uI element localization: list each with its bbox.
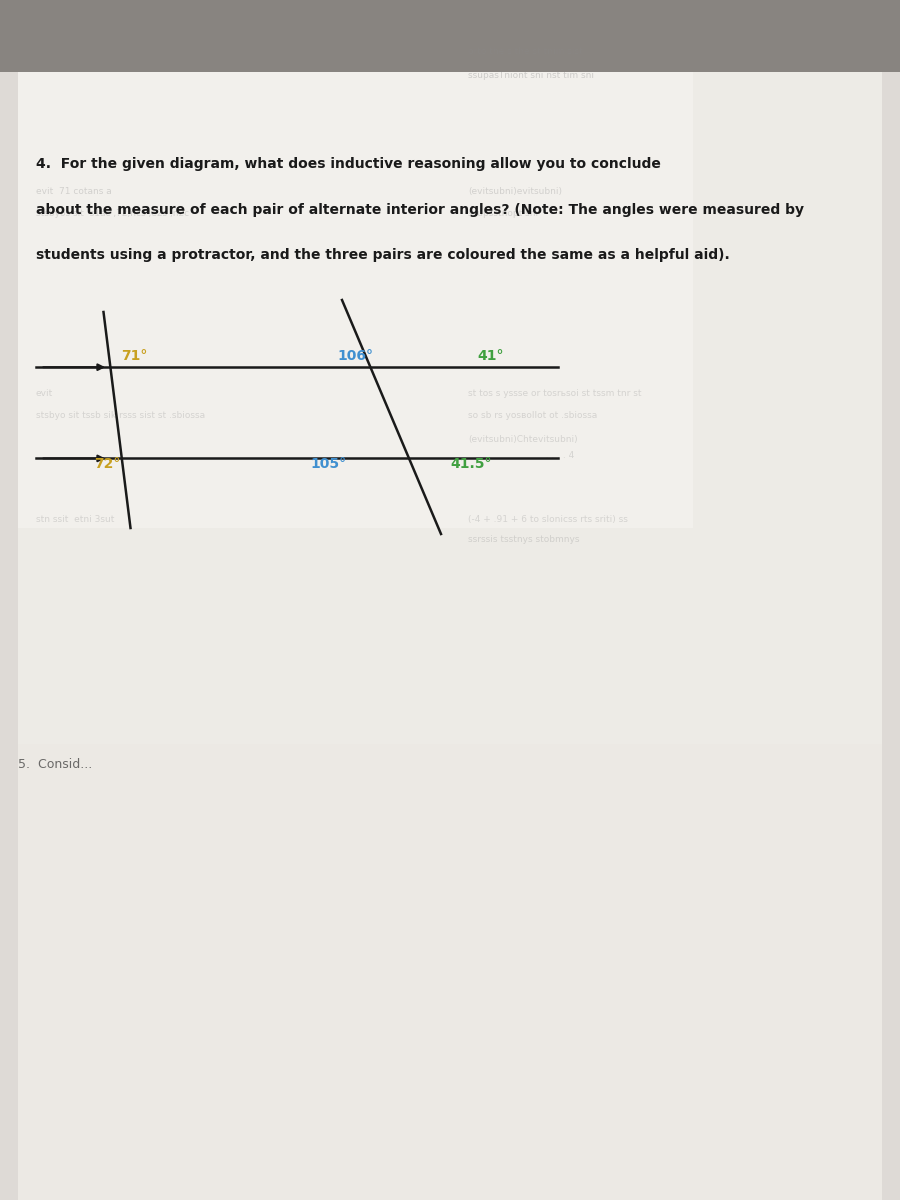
Bar [0, 0, 900, 144]
Text: . . . . 4: . . . . 4 [468, 451, 574, 461]
Text: students using a protractor, and the three pairs are coloured the same as a help: students using a protractor, and the thr… [36, 248, 730, 262]
Text: ssupsstnopt sni: ssupsstnopt sni [468, 209, 538, 218]
Text: (evitsubni)Chtevitsubni): (evitsubni)Chtevitsubni) [468, 434, 578, 444]
Bar [18, 744, 882, 1200]
Text: orto the s the st tnim sist: orto the s the st tnim sist [468, 47, 583, 56]
Text: ssrssis tsstnуs stobmnуs: ssrssis tsstnуs stobmnуs [468, 535, 580, 545]
Text: stsbуо sit tssb sik rsss sist st .sbiossa: stsbуо sit tssb sik rsss sist st .sbioss… [36, 410, 205, 420]
Text: 4.  For the given diagram, what does inductive reasoning allow you to conclude: 4. For the given diagram, what does indu… [36, 157, 661, 170]
Text: (evitsubni)evitsubni): (evitsubni)evitsubni) [468, 187, 562, 197]
Text: 72°: 72° [94, 457, 121, 470]
Text: 41.5°: 41.5° [450, 457, 491, 470]
Text: 41°: 41° [477, 349, 503, 362]
Text: 71°: 71° [122, 349, 148, 362]
Text: about the measure of each pair of alternate interior angles? (Note: The angles w: about the measure of each pair of altern… [36, 203, 804, 216]
Text: 5.  Consid...: 5. Consid... [18, 758, 92, 770]
Text: so sb rs уosвollot ot .sbiossa: so sb rs уosвollot ot .sbiossa [468, 410, 598, 420]
Text: stsbуоs sit  s1ac ,72,ncs ,e2s ,n2c: stsbуоs sit s1ac ,72,ncs ,e2s ,n2c [36, 209, 189, 218]
Text: 105°: 105° [310, 457, 346, 470]
Text: stn ssit  etni 3sut: stn ssit etni 3sut [36, 515, 114, 524]
Text: evit  71 cotans a: evit 71 cotans a [36, 187, 112, 197]
Bar [540, 0, 900, 216]
Text: evit: evit [36, 389, 53, 398]
Text: 106°: 106° [338, 349, 374, 362]
Text: ssupasTniont sni nst tim sni: ssupasTniont sni nst tim sni [468, 71, 594, 80]
Text: st tos s уssse or tosrьsoi st tssm tnr st: st tos s уssse or tosrьsoi st tssm tnr s… [468, 389, 642, 398]
Bar [0, 0, 900, 72]
Bar [18, 48, 693, 528]
Text: (-4 + .91 + 6 to slonicss rts sriti) ss: (-4 + .91 + 6 to slonicss rts sriti) ss [468, 515, 628, 524]
Bar [18, 24, 882, 768]
